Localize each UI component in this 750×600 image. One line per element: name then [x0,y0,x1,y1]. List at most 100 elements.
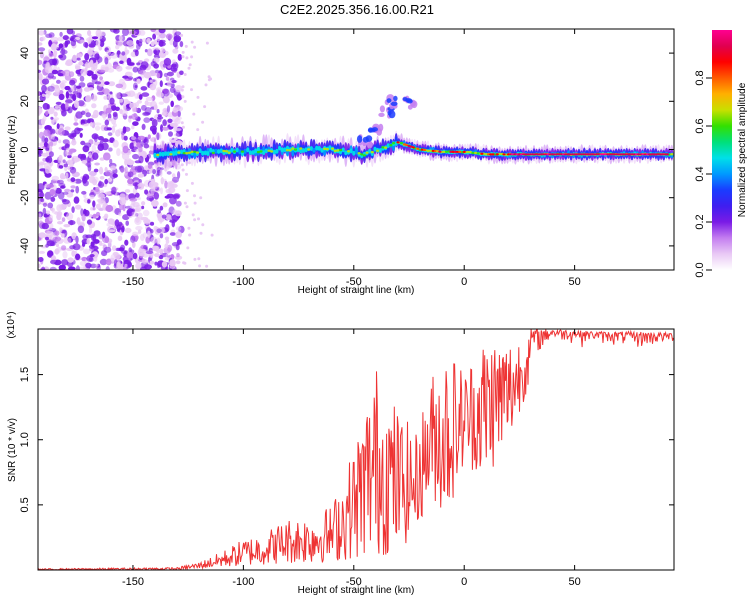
heatmap-cell [89,254,95,258]
heatmap-cell [175,260,181,265]
heatmap-cell [89,194,95,200]
heatmap-cell [152,33,157,40]
heatmap-cell [73,100,80,108]
colorbar-tick-label: 0.6 [694,118,706,133]
heatmap-cell [164,180,168,189]
heatmap-cell [183,99,187,103]
heatmap-cell [141,123,146,130]
heatmap-cell [293,148,298,151]
heatmap-cell [183,201,187,205]
heatmap-cell [542,153,546,156]
heatmap-cell [272,149,276,155]
colorbar-gradient [712,30,732,270]
heatmap-cell [562,153,566,156]
heatmap-cell [453,150,457,153]
heatmap-cell [158,41,166,47]
heatmap-cell [659,153,663,156]
heatmap-cell [163,72,168,78]
heatmap-cell [115,44,120,50]
heatmap-cell [225,150,229,153]
heatmap-cell [570,153,575,156]
heatmap-cell [550,153,555,156]
heatmap-cell [151,200,159,207]
heatmap-cell [474,151,478,155]
heatmap-cell [143,138,148,143]
heatmap-cell [204,83,208,87]
heatmap-cell [152,169,157,175]
heatmap-cell [113,113,118,120]
heatmap-cell [119,93,128,97]
heatmap-cell [127,178,134,185]
heatmap-cell [232,150,237,153]
heatmap-cell [169,139,177,143]
heatmap-cell [165,239,170,244]
heatmap-cell [207,75,211,79]
heatmap-cell [592,153,597,156]
colorbar-tick-label: 0.0 [694,262,706,277]
heatmap-cell [53,50,58,56]
heatmap-cell [45,147,50,151]
heatmap-cell [165,224,170,232]
heatmap-cell [39,162,46,166]
heatmap-cell [38,232,47,238]
heatmap-cell [156,237,161,245]
heatmap-cell [197,257,201,261]
heatmap-cell [650,153,654,156]
heatmap-cell [143,58,150,63]
heatmap-cell [75,253,81,261]
heatmap-cell [175,131,182,137]
heatmap-cell [548,153,552,156]
heatmap-cell [85,112,91,118]
heatmap-cell [267,149,271,152]
heatmap-cell [90,233,95,241]
heatmap-cell [192,112,196,116]
heatmap-cell [131,201,136,206]
heatmap-cell [136,142,141,148]
heatmap-cell [296,147,300,153]
heatmap-cell [158,29,166,34]
heatmap-cell [256,147,260,152]
heatmap-cell [143,117,151,123]
heatmap-cell [117,128,123,134]
heatmap-cell [203,150,207,156]
heatmap-cell [185,189,189,193]
heatmap-cell [182,152,186,155]
heatmap-cell [179,41,184,48]
heatmap-cell [190,40,194,44]
heatmap-cell [61,109,67,117]
heatmap-cell [156,72,161,79]
heatmap-cell [559,153,564,156]
y-tick-label: -20 [19,190,31,206]
heatmap-cell [362,136,369,143]
heatmap-cell [524,153,528,156]
heatmap-cell [201,120,205,124]
heatmap-cell [64,126,71,131]
heatmap-cell [112,251,119,256]
heatmap-cell [116,224,121,231]
heatmap-cell [119,165,125,173]
heatmap-cell [41,222,49,230]
y-tick-label: 1.5 [19,367,31,382]
heatmap-cell [92,213,97,219]
heatmap-cell [121,108,128,117]
heatmap-cell [132,231,139,236]
heatmap-cell [102,138,109,143]
heatmap-cell [125,128,130,132]
heatmap-cell [147,230,151,238]
heatmap-cell [438,150,442,153]
heatmap-cell [207,78,211,82]
heatmap-cell [185,205,189,209]
heatmap-cell [139,182,143,186]
heatmap-cell [41,266,46,270]
heatmap-cell [148,170,153,174]
heatmap-cell [132,146,139,150]
heatmap-cell [93,256,98,262]
heatmap-cell [71,171,80,178]
heatmap-cell [175,231,183,239]
heatmap-cell [62,199,70,205]
heatmap-cell [38,124,43,130]
heatmap-cell [72,90,78,95]
heatmap-cell [157,209,162,214]
heatmap-cell [170,67,178,72]
x-tick-label: 0 [461,276,467,288]
